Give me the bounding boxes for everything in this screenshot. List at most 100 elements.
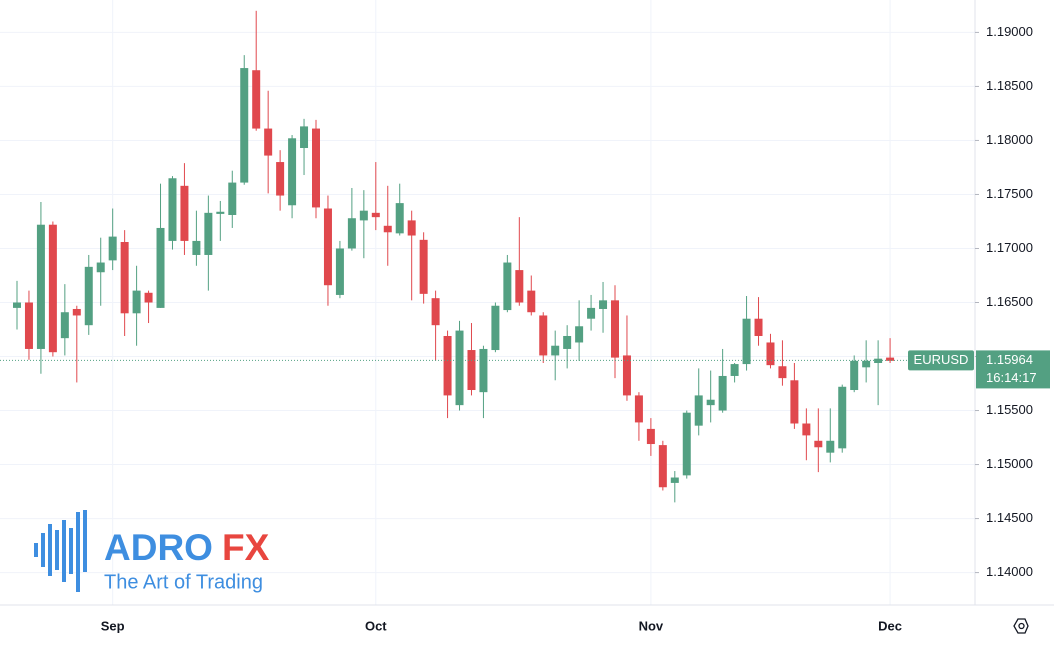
candle-body: [431, 298, 440, 326]
candle-body: [276, 162, 285, 196]
candle-body: [551, 345, 560, 356]
candle-body: [515, 270, 524, 303]
candle-body: [96, 262, 105, 273]
last-price-label: 1.15964: [986, 352, 1033, 367]
candle-body: [634, 395, 643, 423]
candle-body: [132, 290, 141, 314]
y-tick-label: 1.18500: [986, 78, 1033, 93]
candle-body: [670, 477, 679, 483]
candle-body: [264, 128, 273, 156]
candle-body: [228, 182, 237, 215]
candle-body: [886, 357, 895, 361]
brand-left: ADRO: [104, 527, 213, 568]
candle-body: [335, 248, 344, 295]
y-tick-label: 1.14500: [986, 510, 1033, 525]
candle-body: [13, 302, 21, 308]
candle-body: [694, 395, 703, 426]
candle-body: [646, 428, 655, 445]
candle-body: [862, 360, 871, 368]
candle-body: [682, 412, 691, 476]
x-tick-label: Nov: [639, 618, 664, 633]
candle-body: [802, 423, 811, 436]
price-tag: [976, 350, 1050, 389]
candle-body: [754, 318, 763, 336]
candle-body: [371, 212, 380, 218]
candle-body: [84, 266, 93, 326]
y-tick-label: 1.15000: [986, 456, 1033, 471]
candle-body: [658, 445, 667, 488]
candle-body: [814, 440, 823, 448]
candle-body: [204, 212, 213, 255]
candle-body: [252, 70, 261, 129]
symbol-label: EURUSD: [914, 352, 969, 367]
candle-body: [395, 203, 404, 234]
y-tick-label: 1.16500: [986, 294, 1033, 309]
candle-body: [778, 366, 787, 379]
settings-icon[interactable]: [1013, 618, 1029, 634]
candle-body: [443, 335, 452, 396]
y-tick-label: 1.17000: [986, 240, 1033, 255]
candle-body: [826, 440, 835, 453]
y-tick-label: 1.15500: [986, 402, 1033, 417]
x-tick-label: Sep: [101, 618, 125, 633]
candle-body: [323, 208, 332, 286]
y-tick-label: 1.14000: [986, 564, 1033, 579]
x-tick-label: Oct: [365, 618, 387, 633]
candle-body: [790, 380, 799, 424]
candle-body: [72, 308, 81, 316]
candle-body: [359, 210, 368, 221]
candle-body: [48, 224, 57, 353]
candle-body: [192, 240, 201, 255]
candle-body: [300, 126, 309, 149]
logo-icon: [34, 510, 87, 592]
candle-body: [503, 262, 512, 311]
y-tick-label: 1.17500: [986, 186, 1033, 201]
candle-body: [347, 218, 356, 249]
candle-body: [706, 399, 715, 406]
candle-body: [407, 220, 416, 236]
candle-body: [874, 358, 883, 363]
candle-body: [108, 236, 117, 261]
candle-body: [120, 242, 129, 314]
candle-body: [850, 360, 859, 391]
candle-body: [742, 318, 751, 365]
candle-body: [144, 292, 153, 303]
candle-body: [491, 305, 500, 351]
candle-body: [419, 239, 428, 294]
candle-body: [838, 386, 847, 449]
candle-body: [587, 307, 596, 319]
candle-body: [240, 68, 249, 183]
brand-right: FX: [222, 527, 270, 568]
candle-body: [180, 185, 189, 241]
y-tick-label: 1.18000: [986, 132, 1033, 147]
candle-body: [36, 224, 45, 349]
candle-body: [383, 225, 392, 233]
candle-body: [479, 348, 488, 393]
candle-body: [288, 138, 297, 206]
candle-body: [455, 330, 464, 406]
y-tick-label: 1.19000: [986, 24, 1033, 39]
candle-body: [766, 342, 775, 366]
candle-body: [168, 178, 177, 241]
candle-body: [718, 375, 727, 411]
candle-body: [730, 364, 739, 376]
candle-body: [467, 350, 476, 391]
candle-body: [312, 128, 320, 208]
candle-body: [575, 326, 584, 343]
candle-body: [539, 315, 548, 356]
candle-body: [611, 300, 619, 358]
symbol-tag: [908, 350, 974, 371]
tagline: The Art of Trading: [104, 571, 263, 593]
candle-body: [622, 355, 631, 396]
candle-body: [563, 335, 572, 349]
x-tick-label: Dec: [878, 618, 902, 633]
candle-body: [24, 302, 33, 349]
candle-body: [216, 211, 225, 214]
watermark: ADRO FX The Art of Trading: [34, 510, 270, 593]
candle-body: [599, 300, 608, 309]
countdown-label: 16:14:17: [986, 370, 1037, 385]
candle-body: [60, 312, 69, 339]
candle-body: [527, 290, 536, 313]
